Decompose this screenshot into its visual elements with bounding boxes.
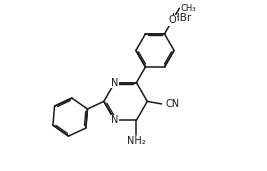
Text: CN: CN [165, 99, 179, 109]
Text: NH₂: NH₂ [127, 136, 146, 146]
Text: CH₃: CH₃ [181, 4, 196, 13]
Text: N: N [111, 115, 118, 125]
Text: HBr: HBr [172, 13, 191, 23]
Text: O: O [169, 15, 176, 25]
Text: N: N [111, 78, 118, 88]
